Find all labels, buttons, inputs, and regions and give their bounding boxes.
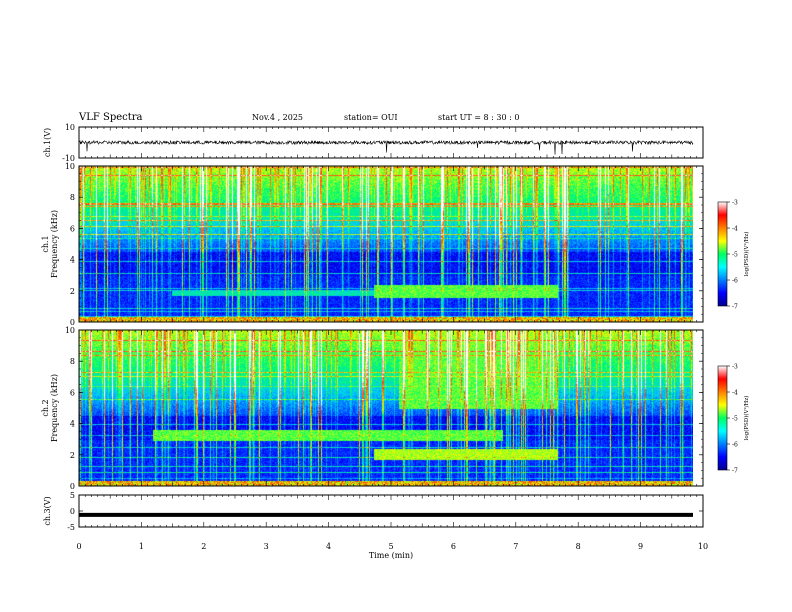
x-tick-label: 5	[388, 542, 393, 551]
x-axis-label: Time (min)	[369, 551, 413, 560]
y-tick-label: 2	[70, 287, 75, 296]
station-label: station= OUI	[344, 113, 398, 122]
spectrogram-ch2-colorbar	[717, 365, 728, 471]
y-axis-label: ch.1	[41, 235, 50, 252]
colorbar-tick-label: -7	[732, 304, 738, 311]
colorbar-label: log(PSD)(V²/Hz)	[743, 396, 750, 441]
colorbar-tick-label: -7	[732, 468, 738, 475]
x-tick-label: 1	[139, 542, 144, 551]
y-tick-label: 10	[65, 162, 75, 171]
x-tick-label: 6	[451, 542, 456, 551]
chart-title: VLF Spectra	[79, 112, 143, 123]
y-axis-label: Frequency (kHz)	[50, 374, 59, 442]
y-tick-label: 4	[70, 256, 75, 265]
y-tick-label: 0	[70, 318, 75, 327]
y-axis-label: ch.1(V)	[43, 128, 52, 157]
x-tick-label: 3	[264, 542, 269, 551]
colorbar-tick-label: -3	[732, 200, 738, 207]
y-axis-label: ch.2	[41, 399, 50, 416]
y-tick-label: 10	[65, 326, 75, 335]
spectrogram-ch1-image	[79, 166, 693, 322]
x-tick-label: 9	[638, 542, 643, 551]
y-axis-label: ch.3(V)	[43, 496, 52, 525]
colorbar-tick-label: -4	[732, 390, 738, 397]
colorbar-label: log(PSD)(V²/Hz)	[743, 232, 750, 277]
colorbar-tick-label: -4	[732, 226, 738, 233]
y-tick-label: 0	[70, 507, 75, 516]
spectrogram-ch2-image	[79, 330, 693, 486]
colorbar-tick-label: -5	[732, 252, 738, 259]
colorbar-tick-label: -5	[732, 416, 738, 423]
spectrogram-ch2-canvas	[79, 330, 693, 486]
y-tick-label: 2	[70, 451, 75, 460]
spectrogram-ch1-canvas	[79, 166, 693, 322]
y-tick-label: 0	[70, 482, 75, 491]
y-tick-label: 10	[65, 123, 75, 132]
x-tick-label: 8	[576, 542, 581, 551]
colorbar-tick-label: -3	[732, 364, 738, 371]
ch1-waveform-line	[78, 139, 694, 155]
y-tick-label: 5	[70, 491, 75, 500]
y-tick-label: 4	[70, 420, 75, 429]
y-tick-label: 8	[70, 357, 75, 366]
y-tick-label: -5	[67, 523, 75, 532]
date-label: Nov.4 , 2025	[252, 113, 304, 122]
y-axis-label: Frequency (kHz)	[50, 210, 59, 278]
x-tick-label: 4	[326, 542, 331, 551]
spectrogram-ch1-colorbar	[717, 201, 728, 307]
y-tick-label: 8	[70, 193, 75, 202]
colorbar-tick-label: -6	[732, 442, 738, 449]
y-tick-label: 6	[70, 388, 75, 397]
x-tick-label: 10	[698, 542, 708, 551]
x-tick-label: 2	[201, 542, 206, 551]
x-tick-label: 0	[76, 542, 81, 551]
x-tick-label: 7	[513, 542, 518, 551]
y-tick-label: 6	[70, 224, 75, 233]
start-time-label: start UT = 8 : 30 : 0	[438, 113, 520, 122]
colorbar-tick-label: -6	[732, 278, 738, 285]
y-tick-label: -10	[62, 154, 75, 163]
